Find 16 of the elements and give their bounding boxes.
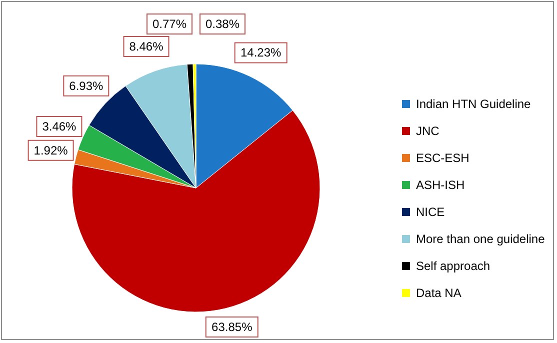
legend-label: Data NA (416, 286, 462, 300)
legend-label: Self approach (416, 259, 490, 273)
legend-label: ESC-ESH (416, 151, 470, 165)
data-label: 14.23% (240, 46, 282, 60)
legend-label: ASH-ISH (416, 178, 465, 192)
legend-label: Indian HTN Guideline (416, 97, 532, 111)
data-label: 1.92% (34, 143, 68, 158)
legend-label: JNC (416, 124, 440, 138)
legend-label: NICE (416, 205, 445, 219)
data-label: 63.85% (212, 320, 253, 334)
data-label: 0.77% (152, 17, 187, 31)
legend-label: More than one guideline (416, 232, 546, 246)
data-label: 6.93% (69, 78, 104, 93)
data-label: 3.46% (42, 119, 77, 134)
data-label: 0.38% (205, 17, 240, 31)
data-label: 8.46% (129, 39, 164, 54)
